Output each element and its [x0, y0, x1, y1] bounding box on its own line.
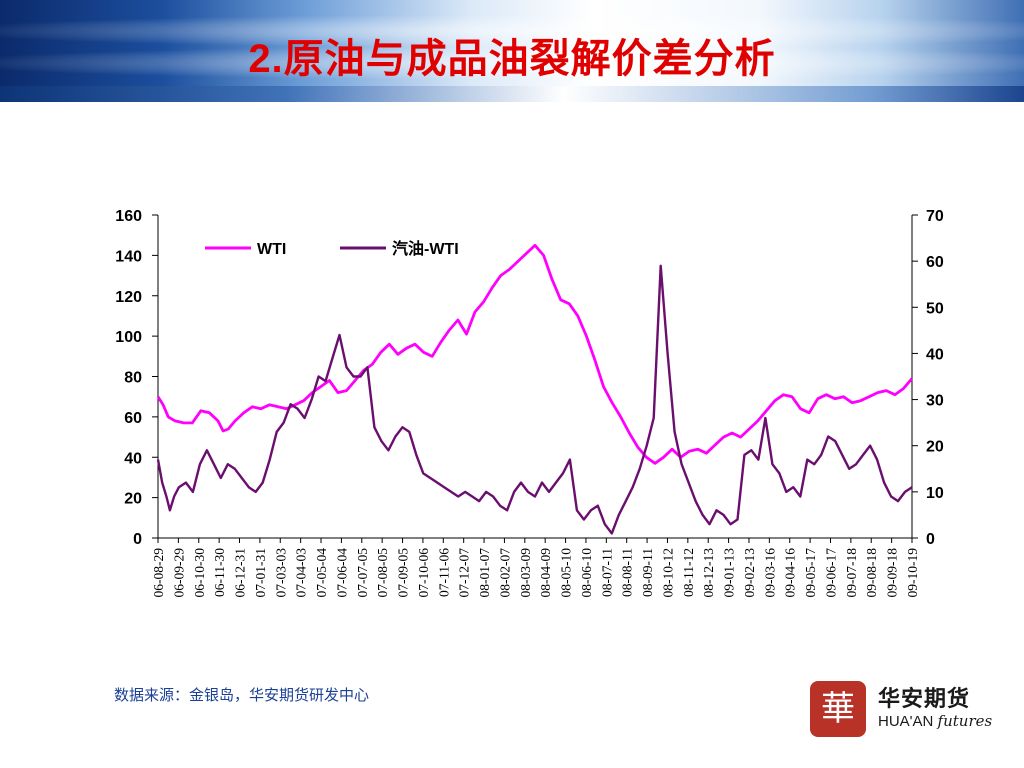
- x-axis-tick-label: 08-07-11: [599, 548, 614, 597]
- x-axis-tick-label: 08-09-11: [640, 548, 655, 597]
- x-axis-tick-label: 09-03-16: [762, 548, 777, 598]
- x-axis-tick-label: 08-06-10: [579, 548, 594, 598]
- x-axis-tick-label: 06-10-30: [192, 548, 207, 598]
- right-axis-tick-label: 60: [926, 254, 944, 271]
- x-axis-tick-label: 07-05-04: [314, 548, 329, 598]
- x-axis-tick-label: 09-05-17: [803, 548, 818, 598]
- left-axis-tick-label: 20: [124, 491, 142, 508]
- x-axis-tick-label: 09-09-18: [885, 548, 900, 598]
- left-axis-tick-label: 120: [115, 289, 142, 306]
- right-axis-tick-label: 50: [926, 300, 944, 317]
- x-axis-tick-label: 07-08-05: [375, 548, 390, 598]
- x-axis-tick-label: 07-04-03: [294, 548, 309, 598]
- x-axis-tick-label: 06-08-29: [151, 548, 166, 598]
- x-axis-tick-label: 08-05-10: [559, 548, 574, 598]
- x-axis-tick-label: 09-01-13: [722, 548, 737, 598]
- x-axis-tick-label: 08-04-09: [538, 548, 553, 598]
- right-axis-tick-label: 30: [926, 393, 944, 410]
- x-axis-tick-label: 06-12-31: [233, 548, 248, 598]
- x-axis-tick-label: 07-07-05: [355, 548, 370, 598]
- page-title-number: 2.: [248, 37, 284, 81]
- x-axis-tick-label: 06-11-30: [212, 548, 227, 597]
- series-line-wti: [156, 243, 914, 465]
- logo-name-cn: 华安期货: [878, 686, 971, 711]
- x-axis-tick-label: 07-09-05: [396, 548, 411, 598]
- legend-label: 汽油-WTI: [392, 239, 459, 258]
- x-axis-tick-label: 09-06-17: [823, 548, 838, 598]
- x-axis-tick-label: 07-11-06: [436, 548, 451, 597]
- logo-seal: 華: [810, 681, 866, 737]
- logo-name-en-1: HUA'AN: [878, 713, 934, 730]
- page-title: 2.原油与成品油裂解价差分析: [0, 26, 1024, 84]
- right-axis-tick-label: 20: [926, 439, 944, 456]
- right-axis-tick-label: 70: [926, 208, 944, 225]
- x-axis-tick-label: 09-10-19: [905, 548, 920, 598]
- x-axis-tick-label: 08-01-07: [477, 548, 492, 598]
- header-banner: [0, 0, 1024, 102]
- series-line-gasoline-wti-spread: [156, 264, 913, 535]
- left-axis-tick-label: 140: [115, 248, 142, 265]
- x-axis-tick-label: 09-04-16: [783, 548, 798, 598]
- x-axis-tick-label: 07-06-04: [334, 548, 349, 598]
- right-axis-tick-label: 40: [926, 346, 944, 363]
- x-axis-tick-label: 09-08-18: [864, 548, 879, 598]
- banner-light-streak: [0, 46, 1024, 80]
- x-axis-tick-label: 09-02-13: [742, 548, 757, 598]
- x-axis-tick-label: 07-03-03: [273, 548, 288, 598]
- x-axis-tick-label: 08-08-11: [620, 548, 635, 597]
- x-axis-tick-label: 08-03-09: [518, 548, 533, 598]
- left-axis-tick-label: 80: [124, 370, 142, 387]
- x-axis-tick-label: 07-12-07: [457, 548, 472, 598]
- left-axis-tick-label: 100: [115, 329, 142, 346]
- left-axis-tick-label: 60: [124, 410, 142, 427]
- logo-name-en: HUA'AN futures: [878, 712, 992, 730]
- x-axis-tick-label: 07-10-06: [416, 548, 431, 598]
- right-axis-tick-label: 10: [926, 485, 944, 502]
- left-axis-tick-label: 0: [133, 531, 142, 548]
- left-axis-tick-label: 40: [124, 450, 142, 467]
- x-axis-tick-label: 08-02-07: [497, 548, 512, 598]
- right-axis-tick-label: 0: [926, 531, 935, 548]
- banner-light-streak: [0, 14, 1024, 48]
- left-axis-tick-label: 160: [115, 208, 142, 225]
- x-axis-tick-label: 08-12-13: [701, 548, 716, 598]
- page-title-text: 原油与成品油裂解价差分析: [283, 37, 776, 81]
- x-axis-tick-label: 08-11-12: [681, 548, 696, 597]
- x-axis-tick-label: 06-09-29: [171, 548, 186, 598]
- x-axis-tick-label: 07-01-31: [253, 548, 268, 598]
- banner-band: [0, 86, 1024, 102]
- logo-name-en-2: futures: [937, 712, 993, 730]
- legend-label: WTI: [257, 241, 286, 258]
- x-axis-tick-label: 09-07-18: [844, 548, 859, 598]
- source-note: 数据来源：金银岛，华安期货研发中心: [114, 686, 370, 704]
- x-axis-tick-label: 08-10-12: [660, 548, 675, 598]
- company-logo: 華 华安期货 HUA'AN futures: [810, 681, 1000, 739]
